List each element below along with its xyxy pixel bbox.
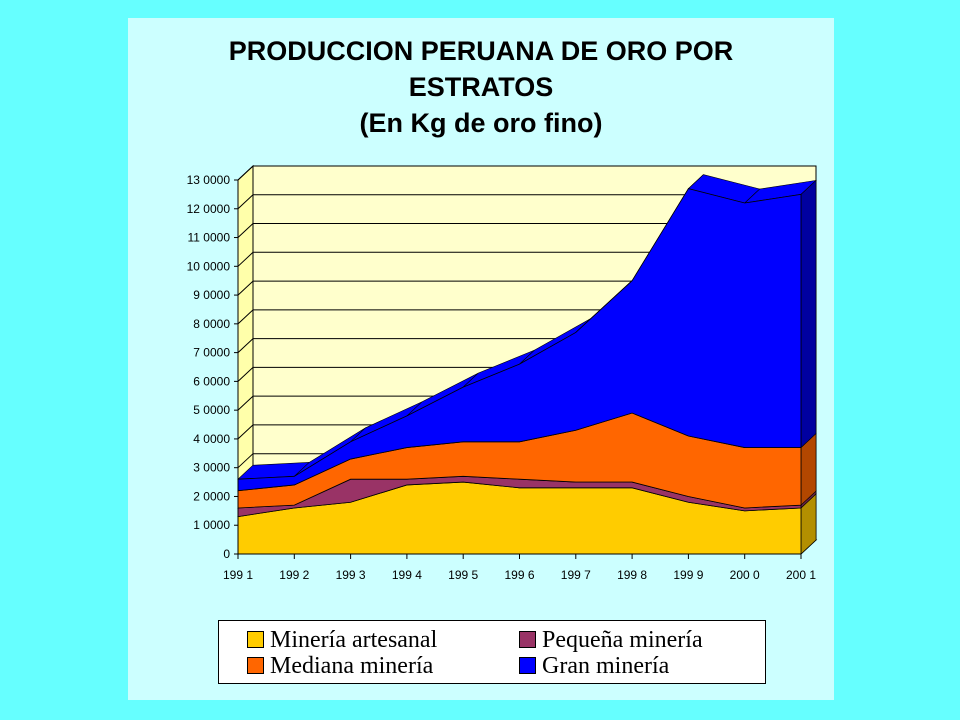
y-tick-label: 7 0000 bbox=[193, 346, 230, 360]
y-tick-label: 8 0000 bbox=[193, 317, 230, 331]
legend-label: Minería artesanal bbox=[270, 627, 438, 653]
legend-label: Pequeña minería bbox=[542, 627, 703, 653]
chart-legend: Minería artesanal Pequeña minería Median… bbox=[218, 620, 766, 684]
legend-item-mineria-artesanal: Minería artesanal bbox=[247, 626, 437, 654]
gridline bbox=[237, 280, 816, 296]
y-tick-label: 5 0000 bbox=[193, 403, 230, 417]
gridline bbox=[237, 165, 816, 181]
x-tick-label: 199 5 bbox=[448, 568, 478, 582]
legend-label: Gran minería bbox=[542, 653, 670, 679]
x-tick-label: 199 1 bbox=[223, 568, 253, 582]
y-tick-label: 3 0000 bbox=[193, 461, 230, 475]
y-tick-label: 6 0000 bbox=[193, 374, 230, 388]
y-tick-label: 9 0000 bbox=[193, 288, 230, 302]
x-tick-label: 199 7 bbox=[561, 568, 591, 582]
y-tick-label: 0 bbox=[223, 547, 230, 561]
chart-title-line-1: PRODUCCION PERUANA DE ORO POR bbox=[228, 36, 734, 66]
y-tick-label: 1 0000 bbox=[193, 518, 230, 532]
y-tick-label: 12 0000 bbox=[187, 202, 231, 216]
y-tick-label: 11 0000 bbox=[188, 231, 231, 245]
legend-swatch bbox=[519, 656, 536, 674]
legend-swatch bbox=[247, 656, 264, 674]
x-tick-label: 200 1 bbox=[786, 568, 816, 582]
area-chart: 0 1 0000 2 0000 3 0000 4 0000 5 0000 6 0000 7 0… bbox=[187, 164, 818, 582]
legend-item-gran-mineria: Gran minería bbox=[519, 652, 669, 680]
y-tick-label: 13 0000 bbox=[187, 173, 231, 187]
legend-item-pequena-mineria: Pequeña minería bbox=[519, 626, 703, 654]
area-side-3 bbox=[800, 179, 817, 449]
x-tick-label: 199 3 bbox=[336, 568, 366, 582]
y-tick-label: 4 0000 bbox=[193, 432, 230, 446]
chart-title-line-3: (En Kg de oro fino) bbox=[359, 108, 603, 138]
y-tick-label: 10 0000 bbox=[187, 259, 231, 273]
x-tick-label: 199 2 bbox=[279, 568, 309, 582]
legend-swatch bbox=[247, 630, 264, 648]
area-series-gran-miner-a bbox=[237, 188, 802, 492]
chart-title-line-2: ESTRATOS bbox=[408, 72, 554, 102]
chart-panel: PRODUCCION PERUANA DE ORO POR ESTRATOS (… bbox=[128, 18, 834, 700]
y-tick-label: 2 0000 bbox=[193, 489, 230, 503]
x-tick-label: 199 8 bbox=[617, 568, 647, 582]
legend-item-mediana-mineria: Mediana minería bbox=[247, 652, 433, 680]
x-tick-label: 199 6 bbox=[504, 568, 534, 582]
legend-swatch bbox=[519, 630, 536, 648]
gridline bbox=[237, 223, 816, 238]
gridline bbox=[237, 251, 816, 267]
x-tick-label: 200 0 bbox=[730, 568, 760, 582]
x-tick-label: 199 4 bbox=[392, 568, 422, 582]
x-tick-label: 199 9 bbox=[673, 568, 703, 582]
legend-label: Mediana minería bbox=[270, 653, 434, 679]
gridline bbox=[237, 194, 816, 210]
